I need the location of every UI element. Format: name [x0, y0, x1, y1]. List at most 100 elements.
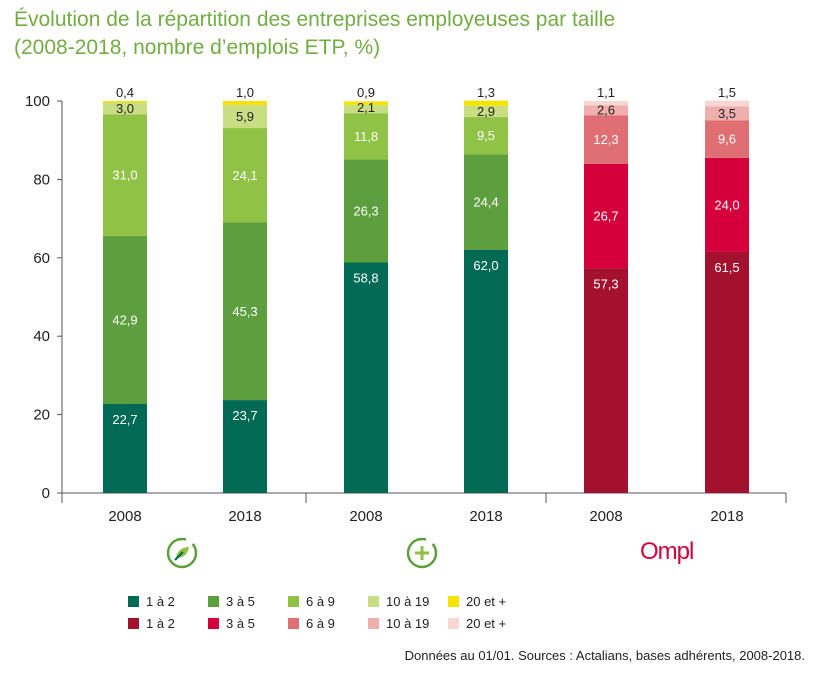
bar-segment: [344, 104, 388, 114]
bar-segment: [103, 102, 147, 115]
bar-segment: [584, 268, 628, 493]
bar-segment: [705, 157, 749, 252]
bar-segment: [705, 120, 749, 158]
bar-segment: [344, 159, 388, 263]
bar-segment: [584, 115, 628, 164]
legend-swatch: [208, 595, 219, 607]
bar-value-label: 3,0: [116, 101, 134, 116]
legend-item: 6 à 9: [288, 594, 368, 609]
legend-item: 10 à 19: [368, 594, 448, 609]
bar-value-label: 1,3: [477, 85, 495, 100]
bar-segment: [344, 113, 388, 160]
bar-segment: [705, 251, 749, 493]
legend-item: 1 à 2: [128, 594, 208, 609]
y-tick-label: 40: [33, 328, 50, 345]
legend-swatch: [368, 595, 379, 607]
legend-swatch: [448, 595, 459, 607]
bar-value-label: 26,3: [353, 203, 378, 218]
bar-segment: [464, 249, 508, 493]
legend-swatch: [288, 595, 299, 607]
bar-value-label: 5,9: [236, 109, 254, 124]
bar-value-label: 57,3: [593, 276, 618, 291]
y-tick-label: 60: [33, 250, 50, 267]
bar-value-label: 2,1: [357, 100, 375, 115]
legend-label: 20 et +: [466, 593, 507, 609]
x-tick-label: 2018: [228, 508, 261, 525]
legend-item: 3 à 5: [208, 594, 288, 609]
bar-segment: [464, 117, 508, 155]
legend-swatch: [208, 617, 219, 629]
bar-value-label: 22,7: [112, 412, 137, 427]
legend-label: 10 à 19: [386, 615, 430, 631]
bar-segment: [223, 101, 267, 105]
legend-label: 3 à 5: [226, 615, 255, 631]
bar-value-label: 2,9: [477, 104, 495, 119]
bar-value-label: 31,0: [112, 168, 137, 183]
x-tick-label: 2018: [469, 508, 502, 525]
bar-value-label: 9,6: [718, 132, 736, 147]
bar-segment: [584, 101, 628, 106]
bar-value-label: 58,8: [353, 271, 378, 286]
bar-segment: [705, 100, 749, 107]
legend-row-red: 1 à 2 3 à 5 6 à 9 10 à 19 20 et +: [128, 612, 528, 634]
bar-value-label: 24,1: [232, 168, 257, 183]
bar-segment: [223, 400, 267, 493]
legend-item: 1 à 2: [128, 616, 208, 631]
legend-item: 20 et +: [448, 616, 528, 631]
chart-title-line1: Évolution de la répartition des entrepri…: [14, 8, 616, 31]
bar-segment: [223, 128, 267, 223]
legend-item: 3 à 5: [208, 616, 288, 631]
bar-segment: [584, 105, 628, 116]
bar-value-label: 62,0: [473, 258, 498, 273]
legend-label: 1 à 2: [146, 615, 175, 631]
legend-label: 6 à 9: [306, 615, 335, 631]
bar-value-label: 1,0: [236, 85, 254, 100]
bar-segment: [584, 163, 628, 269]
legend-label: 20 et +: [466, 615, 507, 631]
legend-label: 6 à 9: [306, 593, 335, 609]
legend-label: 1 à 2: [146, 593, 175, 609]
legend-swatch: [288, 617, 299, 629]
bar-segment: [705, 106, 749, 121]
legend-row-green: 1 à 2 3 à 5 6 à 9 10 à 19 20 et +: [128, 590, 528, 612]
bar-segment: [103, 114, 147, 236]
bar-value-label: 0,9: [357, 85, 375, 100]
x-tick-label: 2018: [710, 508, 743, 525]
legend-item: 20 et +: [448, 594, 528, 609]
y-tick-label: 80: [33, 171, 50, 188]
bar-segment: [103, 404, 147, 493]
bar-segment: [223, 222, 267, 401]
bar-segment: [103, 101, 147, 103]
y-tick-label: 20: [33, 407, 50, 424]
legend-item: 6 à 9: [288, 616, 368, 631]
bar-value-label: 24,0: [714, 197, 739, 212]
bar-segment: [344, 101, 388, 105]
bar-value-label: 9,5: [477, 128, 495, 143]
legend: 1 à 2 3 à 5 6 à 9 10 à 19 20 et + 1 à 2 3 à 5…: [128, 590, 528, 634]
bar-value-label: 24,4: [473, 195, 498, 210]
bar-segment: [464, 100, 508, 106]
bar-value-label: 2,6: [597, 103, 615, 118]
bar-value-label: 23,7: [232, 408, 257, 423]
leaf-circle-icon: [166, 537, 198, 569]
legend-swatch: [128, 595, 139, 607]
bar-segment: [464, 105, 508, 118]
legend-item: 10 à 19: [368, 616, 448, 631]
bar-value-label: 1,5: [718, 85, 736, 100]
bar-value-label: 61,5: [714, 260, 739, 275]
bar-value-label: 12,3: [593, 132, 618, 147]
legend-label: 10 à 19: [386, 593, 430, 609]
x-tick-label: 2008: [349, 508, 382, 525]
legend-swatch: [128, 617, 139, 629]
y-tick-label: 0: [42, 485, 50, 502]
bar-value-label: 0,4: [116, 85, 134, 100]
bar-value-label: 11,8: [354, 129, 378, 144]
ompl-logo: Ompl: [640, 538, 694, 565]
plus-circle-icon: [406, 537, 438, 569]
x-tick-label: 2008: [589, 508, 622, 525]
y-tick-label: 100: [25, 93, 50, 110]
bar-value-label: 3,5: [718, 106, 736, 121]
x-tick-label: 2008: [108, 508, 141, 525]
legend-swatch: [368, 617, 379, 629]
bar-segment: [223, 104, 267, 129]
